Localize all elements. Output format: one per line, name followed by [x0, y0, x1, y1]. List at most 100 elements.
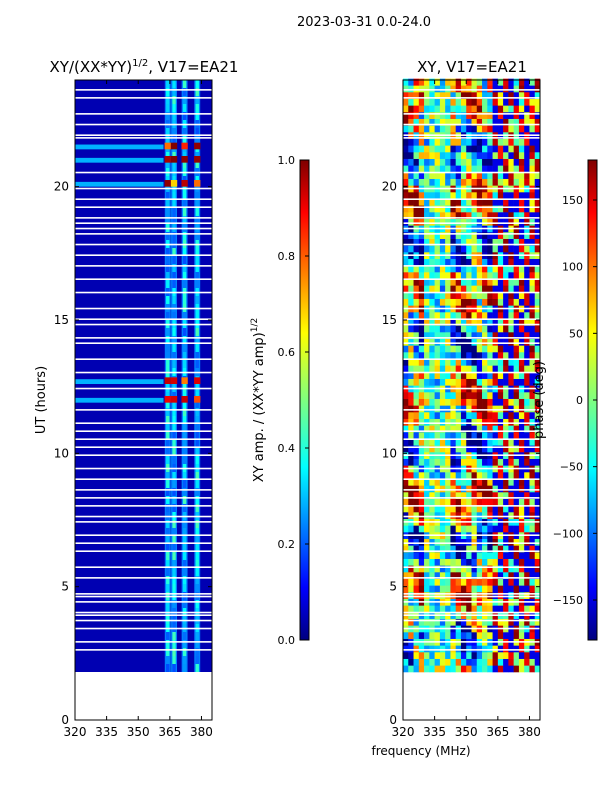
- phase-cell: [413, 485, 420, 493]
- phase-cell: [439, 198, 446, 206]
- phase-cell: [529, 405, 536, 413]
- amplitude-cell: [172, 568, 176, 576]
- phase-cell: [534, 658, 541, 666]
- phase-cell: [408, 298, 414, 306]
- phase-cell: [513, 492, 520, 499]
- phase-cell: [492, 578, 499, 586]
- amplitude-cell: [166, 584, 170, 592]
- amplitude-cell: [182, 664, 187, 672]
- phase-cell: [434, 572, 441, 579]
- y-tick-label: 20: [382, 180, 397, 194]
- phase-cell: [518, 372, 525, 379]
- phase-cell: [471, 92, 478, 99]
- phase-cell: [450, 545, 456, 553]
- phase-cell: [529, 585, 536, 593]
- phase-cell: [497, 152, 504, 159]
- phase-gap: [403, 137, 540, 139]
- phase-cell: [482, 652, 488, 659]
- amplitude-cell: [166, 552, 170, 560]
- phase-cell: [534, 125, 541, 133]
- phase-cell: [450, 112, 456, 119]
- phase-cell: [434, 485, 441, 493]
- phase-cell: [518, 265, 525, 273]
- amplitude-cell: [172, 112, 176, 120]
- phase-cell: [450, 578, 456, 586]
- amplitude-cell: [172, 280, 176, 288]
- phase-cell: [418, 538, 425, 546]
- phase-cell: [466, 178, 472, 186]
- phase-cell: [508, 245, 514, 253]
- phase-cell: [408, 485, 414, 493]
- amplitude-hot-cell: [170, 156, 178, 163]
- phase-cell: [460, 405, 467, 413]
- phase-cell: [503, 158, 509, 166]
- phase-cell: [424, 245, 430, 253]
- amplitude-gap: [75, 593, 212, 595]
- phase-cell: [497, 232, 504, 239]
- x-tick-label: 335: [423, 725, 446, 739]
- phase-cell: [460, 78, 467, 86]
- phase-cell: [424, 405, 430, 413]
- phase-cell: [429, 412, 435, 419]
- amplitude-cell: [172, 656, 176, 664]
- phase-cell: [503, 418, 509, 426]
- phase-cell: [503, 558, 509, 566]
- phase-gap: [403, 227, 540, 230]
- amplitude-cell: [166, 272, 170, 280]
- phase-cell: [424, 292, 430, 299]
- phase-cell: [408, 345, 414, 353]
- phase-cell: [513, 372, 520, 379]
- phase-cell: [445, 118, 451, 126]
- phase-cell: [424, 312, 430, 319]
- phase-cell: [492, 512, 499, 519]
- phase-cell: [513, 238, 520, 246]
- phase-cell: [492, 538, 499, 546]
- phase-cell: [534, 338, 541, 346]
- phase-cell: [529, 158, 536, 166]
- phase-cell: [429, 652, 435, 659]
- amplitude-cell: [182, 568, 187, 576]
- phase-cell: [487, 278, 493, 286]
- phase-gap: [403, 438, 540, 440]
- phase-cell: [524, 125, 530, 133]
- phase-cell: [503, 605, 509, 613]
- phase-cell: [534, 192, 541, 199]
- phase-cell: [450, 158, 456, 166]
- phase-cell: [439, 412, 446, 419]
- phase-cell: [445, 618, 451, 626]
- amplitude-cell: [195, 544, 199, 552]
- phase-cell: [445, 658, 451, 666]
- phase-cell: [429, 472, 435, 479]
- amplitude-cell: [182, 280, 187, 288]
- phase-cell: [476, 445, 483, 453]
- phase-cell: [513, 565, 520, 573]
- phase-cell: [450, 572, 456, 579]
- phase-cell: [434, 345, 441, 353]
- phase-cell: [439, 458, 446, 466]
- phase-cell: [434, 218, 441, 226]
- phase-cell: [503, 405, 509, 413]
- phase-cell: [492, 558, 499, 566]
- phase-cell: [403, 458, 409, 466]
- phase-cell: [413, 498, 420, 506]
- phase-cell: [487, 558, 493, 566]
- phase-cell: [424, 378, 430, 386]
- phase-gap: [403, 577, 540, 579]
- phase-cell: [413, 392, 420, 399]
- phase-cell: [413, 218, 420, 226]
- phase-cell: [413, 572, 420, 579]
- phase-cell: [482, 298, 488, 306]
- phase-cell: [445, 585, 451, 593]
- phase-cell: [529, 438, 536, 446]
- phase-cell: [455, 192, 462, 199]
- phase-cell: [450, 138, 456, 146]
- phase-cell: [403, 258, 409, 266]
- amplitude-cell: [172, 480, 176, 488]
- phase-cell: [460, 412, 467, 419]
- phase-cell: [403, 545, 409, 553]
- phase-cell: [418, 545, 425, 553]
- phase-cell: [413, 285, 420, 293]
- phase-cell: [518, 192, 525, 199]
- phase-cell: [508, 398, 514, 406]
- phase-cell: [534, 85, 541, 93]
